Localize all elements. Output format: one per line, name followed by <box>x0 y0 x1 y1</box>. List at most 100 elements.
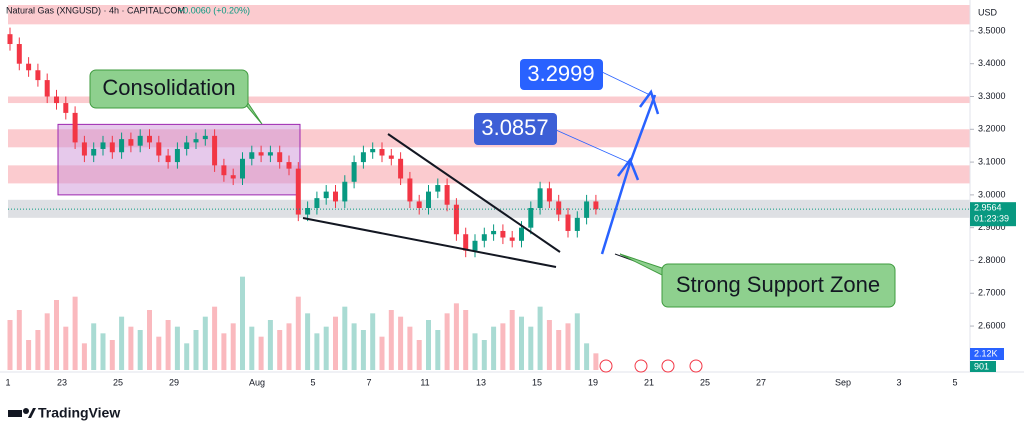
logo-text: TradingView <box>38 405 120 421</box>
candle-body <box>184 142 190 149</box>
volume-bar <box>426 320 431 370</box>
arrow-head <box>617 157 640 181</box>
target-label: 3.0857 <box>481 115 548 140</box>
candle-body <box>519 227 524 241</box>
volume-bar <box>305 313 311 370</box>
currency: USD <box>978 7 998 17</box>
volume-bar <box>481 340 487 370</box>
candle-body <box>370 148 376 153</box>
candle-body <box>426 191 431 208</box>
x-tick-label: 7 <box>366 377 371 387</box>
y-tick-label: 2.6000 <box>978 320 1006 330</box>
volume-bar <box>295 296 301 370</box>
x-tick-label: 13 <box>476 377 486 387</box>
arrow-head <box>638 89 660 115</box>
candle-body <box>584 201 590 218</box>
volume-bar <box>444 313 450 370</box>
candle-body <box>147 135 152 143</box>
candle-body <box>509 237 515 241</box>
callout-text: Consolidation <box>102 75 235 100</box>
volume-bar <box>574 313 580 370</box>
volume-bar <box>370 313 376 370</box>
candle-body <box>407 178 413 202</box>
candle-body <box>351 162 357 182</box>
candle-body <box>537 188 543 208</box>
candle-body <box>100 142 106 149</box>
volume-bar <box>593 353 599 370</box>
volume-tag-text: 901 <box>974 361 989 371</box>
candle-body <box>323 191 329 199</box>
countdown: 01:23:39 <box>974 214 1009 224</box>
volume-bar <box>556 330 562 370</box>
resistance-zone <box>8 5 970 25</box>
candle-body <box>314 198 320 208</box>
y-tick-label: 3.5000 <box>978 25 1006 35</box>
volume-bar <box>435 330 441 370</box>
candle-body <box>453 204 459 235</box>
y-tick-label: 3.4000 <box>978 58 1006 68</box>
y-tick-label: 3.2000 <box>978 124 1006 134</box>
candle-body <box>137 135 143 146</box>
volume-bar <box>546 320 552 370</box>
volume-bar <box>249 326 255 370</box>
candle-body <box>54 96 59 104</box>
volume-bar <box>202 316 208 370</box>
candle-body <box>333 191 338 202</box>
x-tick-label: Sep <box>835 377 851 387</box>
volume-bar <box>72 296 78 370</box>
volume-bar <box>16 310 22 370</box>
candle-body <box>528 207 534 228</box>
volume-bar <box>35 330 41 370</box>
candle-body <box>342 181 348 202</box>
x-tick-label: 15 <box>532 377 542 387</box>
candle-body <box>500 230 506 238</box>
volume-bar <box>109 340 115 370</box>
trend-line <box>302 217 557 268</box>
volume-bar <box>212 306 218 370</box>
volume-bar <box>137 330 143 370</box>
volume-bar <box>537 306 543 370</box>
price-tag-text: 2.9564 <box>974 203 1002 213</box>
volume-bar <box>156 336 162 370</box>
volume-bar <box>398 316 404 370</box>
volume-bar <box>267 320 273 370</box>
volume-bar <box>565 323 571 370</box>
volume-bar <box>258 336 264 370</box>
volume-bar <box>128 326 134 370</box>
y-tick-label: 2.8000 <box>978 255 1006 265</box>
y-tick-label: 3.1000 <box>978 156 1006 166</box>
volume-bar <box>174 326 180 370</box>
target-box <box>520 59 603 90</box>
x-tick-label: 21 <box>644 377 654 387</box>
candle-body <box>565 214 571 231</box>
candle-body <box>491 230 497 235</box>
candle-body <box>556 201 562 215</box>
price-tag <box>970 202 1016 227</box>
candle-body <box>165 155 171 163</box>
volume-bar <box>584 343 590 370</box>
volume-bar <box>119 316 125 370</box>
volume-bar <box>500 323 506 370</box>
candle-body <box>398 158 404 179</box>
volume-bar <box>472 333 478 370</box>
x-tick-label: 29 <box>169 377 179 387</box>
candle-body <box>593 201 599 210</box>
candle-body <box>230 175 236 179</box>
x-tick-label: 1 <box>5 377 10 387</box>
volume-bar <box>416 340 422 370</box>
volume-bar <box>184 343 190 370</box>
candle-body <box>193 139 199 143</box>
candle-body <box>174 148 180 163</box>
candle-body <box>286 162 292 169</box>
candle-body <box>249 152 255 159</box>
volume-bar <box>44 313 50 370</box>
volume-bar <box>54 300 59 370</box>
volume-bar <box>453 303 459 370</box>
volume-bar <box>277 330 283 370</box>
candle-body <box>35 70 41 81</box>
volume-bar <box>351 323 357 370</box>
candle-body <box>546 188 552 202</box>
volume-bar <box>240 276 245 370</box>
volume-bar <box>165 320 171 370</box>
volume-tag-text: 2.12K <box>974 348 998 358</box>
